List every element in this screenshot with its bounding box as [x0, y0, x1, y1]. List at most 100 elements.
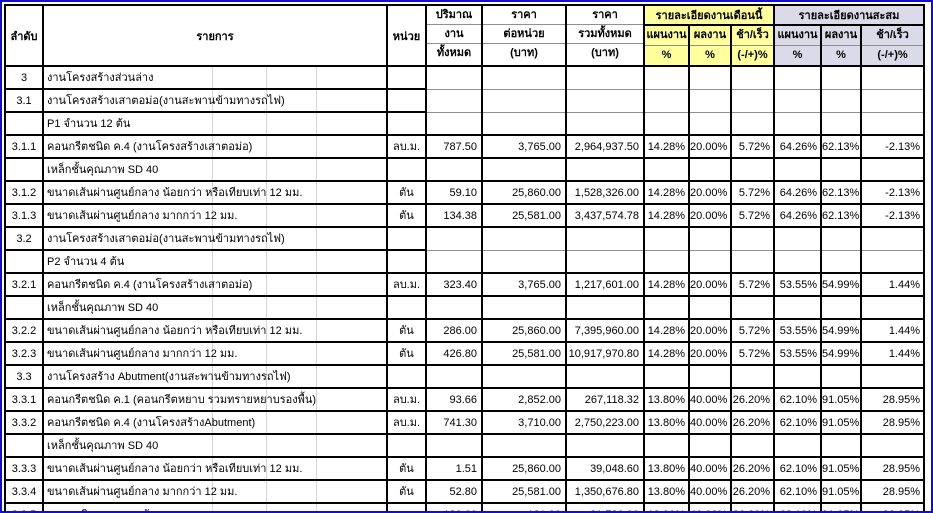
cell-unit[interactable]: [386, 249, 427, 273]
cell-unit[interactable]: [386, 295, 427, 319]
cell-qty[interactable]: 1.51: [425, 456, 483, 480]
cell-cum-diff[interactable]: [860, 249, 926, 273]
cell-unit-price[interactable]: 3,710.00: [481, 410, 567, 434]
cell-month-plan[interactable]: [643, 111, 690, 135]
cell-month-diff[interactable]: 5.72%: [729, 341, 776, 365]
cell-month-actual[interactable]: [688, 157, 732, 181]
cell-cum-actual[interactable]: 91.05%: [820, 502, 863, 511]
cell-unit-price[interactable]: [481, 88, 567, 112]
cell-unit-price[interactable]: [481, 364, 567, 388]
cell-total[interactable]: [565, 65, 645, 89]
cell-item[interactable]: ขนาดเส้นผ่านศูนย์กลาง มากกว่า 12 มม.: [42, 203, 388, 227]
cell-total[interactable]: [565, 111, 645, 135]
cell-month-actual[interactable]: 20.00%: [688, 341, 732, 365]
cell-unit[interactable]: [386, 88, 427, 112]
cell-unit[interactable]: ตัน: [386, 203, 427, 227]
cell-item[interactable]: งานขุดดินและกลบกลับ: [42, 502, 388, 511]
cell-unit-price[interactable]: 25,581.00: [481, 203, 567, 227]
cell-cum-diff[interactable]: 28.95%: [860, 479, 926, 503]
cell-unit-price[interactable]: 25,860.00: [481, 456, 567, 480]
cell-no[interactable]: 3.2.2: [4, 318, 44, 342]
cell-qty[interactable]: 426.80: [425, 341, 483, 365]
cell-cum-diff[interactable]: [860, 364, 926, 388]
cell-total[interactable]: 10,917,970.80: [565, 341, 645, 365]
cell-month-plan[interactable]: 14.28%: [643, 318, 690, 342]
cell-unit-price[interactable]: [481, 295, 567, 319]
cell-total[interactable]: 39,048.60: [565, 456, 645, 480]
cell-unit[interactable]: ลบ.ม.: [386, 410, 427, 434]
cell-qty[interactable]: [425, 364, 483, 388]
cell-cum-plan[interactable]: 64.26%: [773, 180, 823, 204]
cell-item[interactable]: งานโครงสร้างเสาตอม่อ(งานสะพานข้ามทางรถไฟ…: [42, 88, 388, 112]
cell-month-plan[interactable]: 14.28%: [643, 272, 690, 296]
cell-total[interactable]: 3,437,574.78: [565, 203, 645, 227]
cell-cum-actual[interactable]: [820, 364, 863, 388]
cell-cum-plan[interactable]: 53.55%: [773, 341, 823, 365]
cell-cum-actual[interactable]: 91.05%: [820, 456, 863, 480]
cell-cum-actual[interactable]: [820, 157, 863, 181]
cell-total[interactable]: 7,395,960.00: [565, 318, 645, 342]
cell-total[interactable]: [565, 157, 645, 181]
cell-month-diff[interactable]: 5.72%: [729, 203, 776, 227]
cell-unit-price[interactable]: 25,581.00: [481, 341, 567, 365]
cell-month-diff[interactable]: [729, 295, 776, 319]
cell-month-diff[interactable]: [729, 88, 776, 112]
cell-qty[interactable]: [425, 249, 483, 273]
cell-unit[interactable]: [386, 111, 427, 135]
cell-month-diff[interactable]: 5.72%: [729, 318, 776, 342]
cell-month-diff[interactable]: [729, 111, 776, 135]
cell-month-diff[interactable]: [729, 433, 776, 457]
cell-cum-plan[interactable]: [773, 111, 823, 135]
cell-cum-diff[interactable]: -2.13%: [860, 180, 926, 204]
cell-no[interactable]: 3.1.1: [4, 134, 44, 158]
cell-month-diff[interactable]: 5.72%: [729, 134, 776, 158]
cell-no[interactable]: 3.1.3: [4, 203, 44, 227]
cell-cum-actual[interactable]: [820, 433, 863, 457]
cell-unit-price[interactable]: 25,581.00: [481, 479, 567, 503]
cell-no[interactable]: 3.3.2: [4, 410, 44, 434]
cell-unit-price[interactable]: 121.00: [481, 502, 567, 511]
cell-cum-plan[interactable]: [773, 157, 823, 181]
cell-month-actual[interactable]: 20.00%: [688, 134, 732, 158]
cell-month-actual[interactable]: 40.00%: [688, 387, 732, 411]
cell-month-plan[interactable]: [643, 249, 690, 273]
cell-no[interactable]: [4, 433, 44, 457]
cell-total[interactable]: 2,750,223.00: [565, 410, 645, 434]
cell-cum-diff[interactable]: 28.95%: [860, 410, 926, 434]
cell-month-actual[interactable]: [688, 295, 732, 319]
cell-cum-actual[interactable]: [820, 295, 863, 319]
cell-qty[interactable]: 787.50: [425, 134, 483, 158]
cell-qty[interactable]: [425, 295, 483, 319]
cell-no[interactable]: 3: [4, 65, 44, 89]
cell-cum-actual[interactable]: 54.99%: [820, 318, 863, 342]
cell-total[interactable]: 1,217,601.00: [565, 272, 645, 296]
cell-total[interactable]: [565, 88, 645, 112]
cell-item[interactable]: P2 จำนวน 4 ต้น: [42, 249, 388, 273]
cell-total[interactable]: [565, 295, 645, 319]
cell-cum-actual[interactable]: 62.13%: [820, 134, 863, 158]
cell-cum-actual[interactable]: [820, 111, 863, 135]
cell-month-diff[interactable]: 5.72%: [729, 180, 776, 204]
cell-cum-diff[interactable]: [860, 65, 926, 89]
cell-month-plan[interactable]: 14.28%: [643, 134, 690, 158]
cell-month-diff[interactable]: 26.20%: [729, 456, 776, 480]
cell-item[interactable]: ขนาดเส้นผ่านศูนย์กลาง มากกว่า 12 มม.: [42, 479, 388, 503]
cell-month-actual[interactable]: [688, 65, 732, 89]
cell-qty[interactable]: [425, 111, 483, 135]
cell-unit-price[interactable]: [481, 157, 567, 181]
cell-unit[interactable]: [386, 433, 427, 457]
cell-total[interactable]: [565, 249, 645, 273]
cell-qty[interactable]: [425, 65, 483, 89]
cell-unit[interactable]: ตัน: [386, 180, 427, 204]
cell-cum-plan[interactable]: [773, 88, 823, 112]
cell-cum-diff[interactable]: 1.44%: [860, 341, 926, 365]
cell-item[interactable]: ขนาดเส้นผ่านศูนย์กลาง น้อยกว่า หรือเทียบ…: [42, 180, 388, 204]
cell-month-diff[interactable]: [729, 249, 776, 273]
cell-cum-actual[interactable]: 54.99%: [820, 272, 863, 296]
cell-no[interactable]: [4, 157, 44, 181]
cell-cum-plan[interactable]: 53.55%: [773, 318, 823, 342]
cell-month-actual[interactable]: [688, 364, 732, 388]
cell-cum-diff[interactable]: 1.44%: [860, 272, 926, 296]
cell-month-actual[interactable]: 40.00%: [688, 456, 732, 480]
cell-month-plan[interactable]: 13.80%: [643, 479, 690, 503]
